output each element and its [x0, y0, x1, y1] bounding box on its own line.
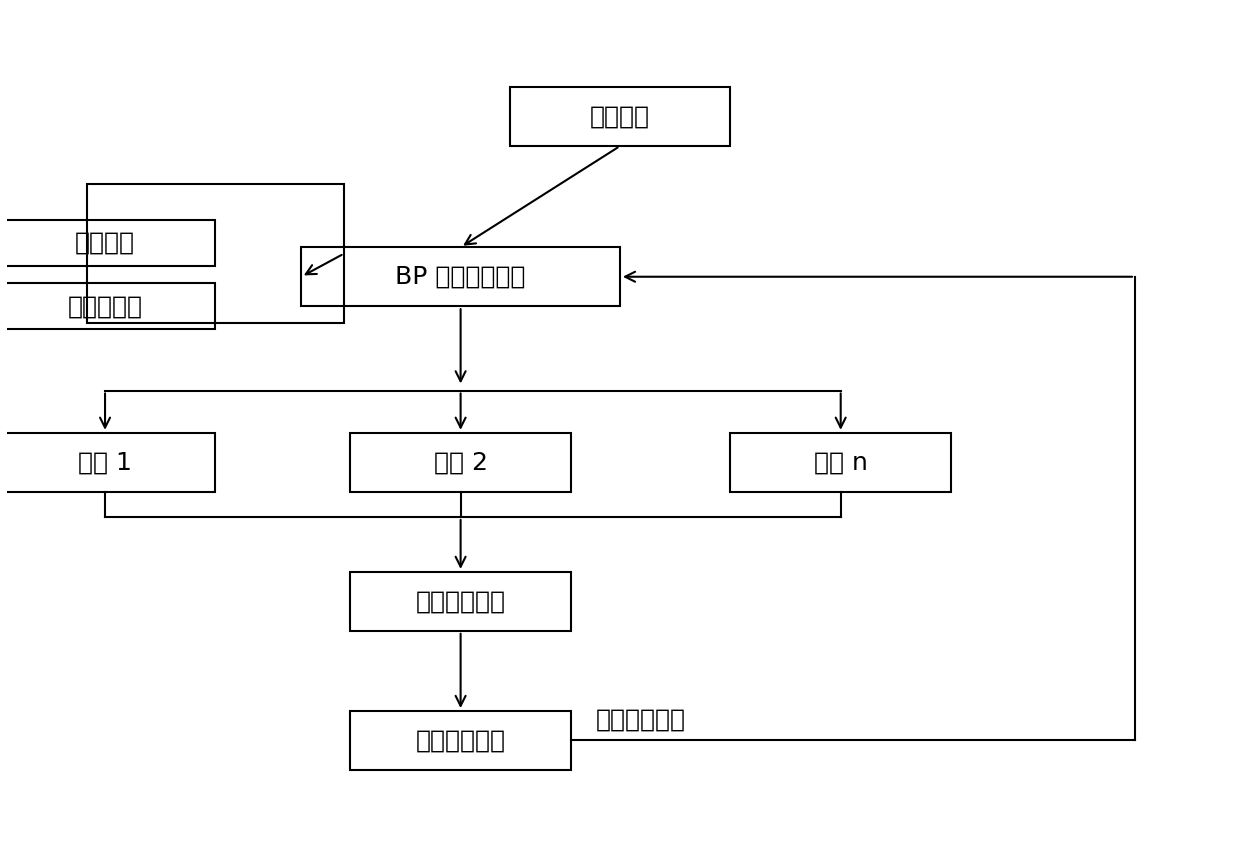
Text: 地面功图上传: 地面功图上传	[415, 590, 506, 614]
Text: 采集电参: 采集电参	[590, 105, 650, 129]
Text: 权重 1: 权重 1	[78, 450, 131, 474]
FancyBboxPatch shape	[0, 433, 216, 492]
Text: 权重 2: 权重 2	[434, 450, 487, 474]
FancyBboxPatch shape	[510, 87, 730, 146]
Text: 电机数据: 电机数据	[76, 231, 135, 255]
FancyBboxPatch shape	[0, 283, 216, 329]
Text: 新增训练样本: 新增训练样本	[595, 707, 686, 731]
FancyBboxPatch shape	[0, 220, 216, 267]
Text: 权重 n: 权重 n	[813, 450, 868, 474]
FancyBboxPatch shape	[350, 711, 570, 770]
FancyBboxPatch shape	[350, 433, 570, 492]
Text: BP 神经网络模型: BP 神经网络模型	[396, 265, 526, 289]
Text: 抽油机数据: 抽油机数据	[67, 294, 143, 318]
FancyBboxPatch shape	[730, 433, 951, 492]
FancyBboxPatch shape	[301, 247, 620, 306]
FancyBboxPatch shape	[350, 572, 570, 631]
Text: 检验地面功图: 检验地面功图	[415, 728, 506, 752]
